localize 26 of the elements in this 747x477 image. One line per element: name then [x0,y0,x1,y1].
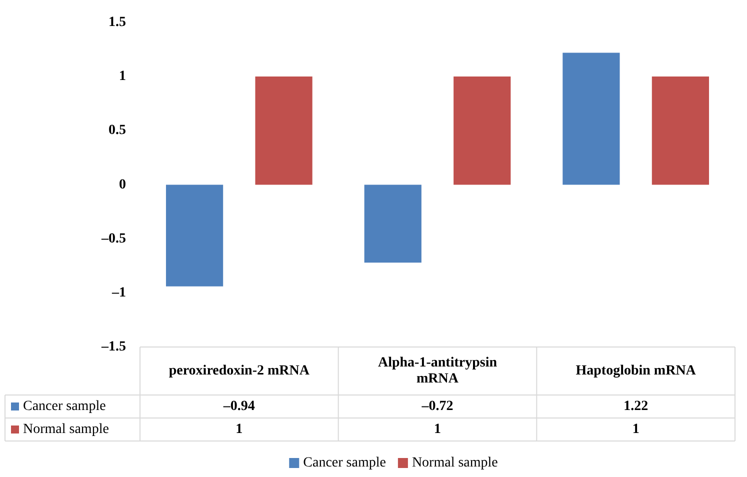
bar [454,76,511,185]
data-label: 1 [632,422,640,438]
y-tick-label: –0.5 [100,231,126,246]
legend-label: Normal sample [412,456,498,471]
legend-label: Cancer sample [23,399,106,414]
text: Normal sample [23,422,109,438]
x-tick-label: Alpha-1-antitrypsin mRNA [378,356,498,387]
data-label: 1 [236,422,243,438]
y-tick-label: –1 [111,286,126,301]
text: Cancer sample [303,456,386,471]
y-tick-label: 1 [119,69,126,84]
y-tick-label: 1.5 [108,15,126,30]
y-tick-label: –1.5 [100,340,126,355]
bar [166,184,224,286]
y-tick-label: 0.5 [108,123,126,138]
data-label: –0.72 [420,399,454,414]
y-tick-label: 0 [119,177,126,192]
data-label: –0.94 [222,399,255,414]
data-label: 1 [434,422,441,438]
data-label: 1.22 [624,399,648,414]
bar [652,76,710,185]
bar [364,184,422,263]
bar [562,52,620,185]
x-tick-label: peroxiredoxin-2 mRNA [168,364,310,379]
x-tick-label: Haptoglobin mRNA [576,364,697,379]
bar [255,76,312,185]
